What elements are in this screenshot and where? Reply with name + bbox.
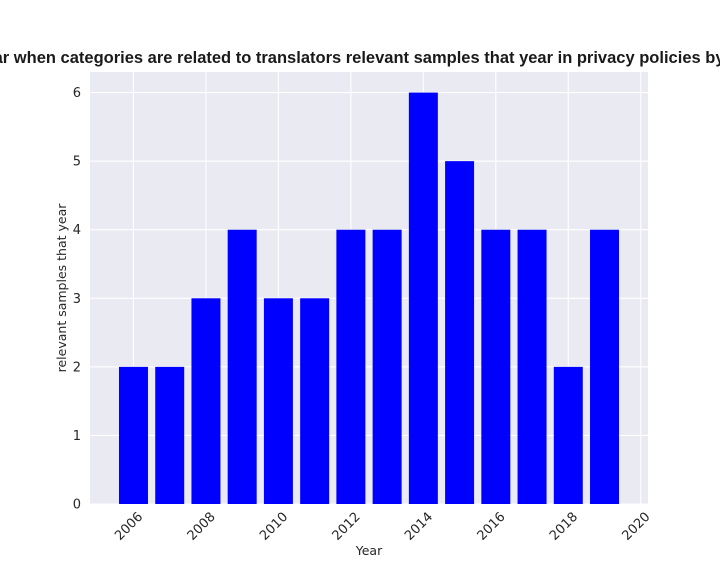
bar-2006	[118, 366, 148, 504]
x-tick-label: 2012	[330, 510, 364, 544]
x-tick-label: 2016	[475, 510, 509, 544]
bar-2012	[336, 229, 366, 504]
bar-2007	[155, 366, 185, 504]
y-axis-label: relevant samples that year	[54, 203, 69, 373]
bar-2017	[517, 229, 547, 504]
bar-2014	[408, 92, 438, 505]
y-tick-label: 4	[73, 223, 81, 238]
bar-2010	[263, 298, 293, 504]
bar-2016	[481, 229, 511, 504]
bar-2018	[553, 366, 583, 504]
y-tick-label: 6	[73, 86, 81, 101]
bar-2011	[300, 298, 330, 504]
x-tick-label: 2018	[547, 510, 581, 544]
bar-2008	[191, 298, 221, 504]
x-tick-label: 2008	[185, 510, 219, 544]
y-tick-label: 1	[73, 429, 81, 444]
x-tick-label: 2014	[402, 510, 436, 544]
chart-title: Year when categories are related to tran…	[0, 49, 720, 67]
x-axis-label: Year	[355, 543, 383, 558]
bar-2015	[445, 161, 475, 504]
y-tick-label: 3	[73, 292, 81, 307]
y-tick-label: 0	[73, 498, 81, 513]
x-tick-label: 2010	[257, 510, 291, 544]
bar-2013	[372, 229, 402, 504]
x-tick-label: 2006	[112, 510, 146, 544]
y-tick-label: 5	[73, 155, 81, 170]
y-tick-label: 2	[73, 360, 81, 375]
bar-2019	[590, 229, 620, 504]
x-tick-label: 2020	[619, 510, 653, 544]
bar-2009	[227, 229, 257, 504]
plot-area	[90, 72, 648, 505]
